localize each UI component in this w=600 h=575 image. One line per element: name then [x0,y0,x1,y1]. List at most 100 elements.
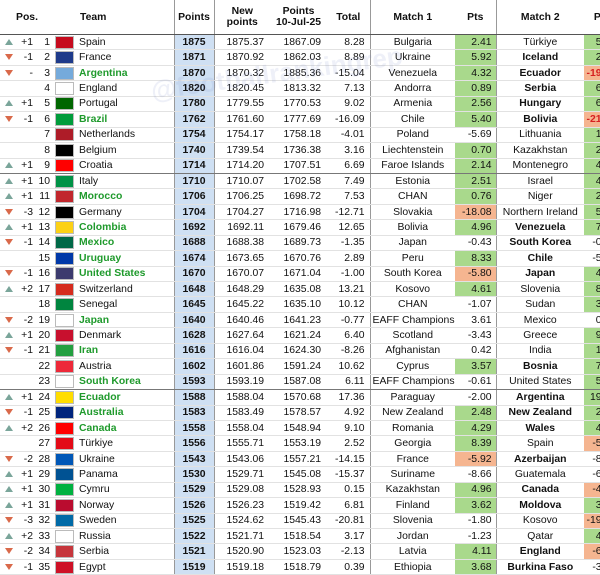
arrow-up-icon [5,332,13,339]
points: 1522 [173,528,215,545]
arrow-down-icon [5,563,13,570]
total-change: 8.89 [327,49,371,66]
team-name: Senegal [76,296,175,313]
match1-opponent: Suriname [370,466,456,483]
match2-points: 1.68 [584,127,600,144]
position: 3 [36,65,55,82]
new-points: 1616.04 [214,343,271,360]
arrow-down-icon [5,239,13,246]
match1-opponent: CHAN [370,188,456,205]
old-points: 1670.76 [270,250,328,267]
position: 30 [36,482,55,499]
match2-points: 6.24 [584,80,600,97]
new-points: 1673.65 [214,250,271,267]
rank-change-arrow-icon [0,466,18,483]
new-points: 1521.71 [214,528,271,545]
new-points: 1526.23 [214,497,271,514]
position: 9 [36,158,55,174]
match2-points: 5.87 [584,34,600,51]
flag-icon [55,251,75,265]
flag-cell [54,466,77,483]
match1-points: 4.96 [455,219,497,236]
match2-opponent: Slovenia [496,281,585,298]
total-change: 12.65 [327,219,371,236]
arrow-up-icon [5,162,13,169]
old-points: 1621.24 [270,327,328,344]
match1-points: -3.43 [455,327,497,344]
position: 25 [36,405,55,421]
team-name: Egypt [76,559,175,575]
match2-points: 4.40 [584,528,600,545]
match2-points: -19.00 [584,513,600,530]
team-name: Australia [76,405,175,421]
flag-cell [54,34,77,51]
team-name: Colombia [76,219,175,236]
rank-change: -2 [18,451,36,468]
match1-points: 4.32 [455,65,497,82]
table-row: +1 11 Morocco 1706 1706.25 1698.72 7.53 CHAN 0.7… [0,188,600,205]
position: 29 [36,466,55,483]
position: 6 [36,111,55,128]
points: 1688 [173,235,215,252]
flag-cell [54,435,77,452]
match1-opponent: Liechtenstein [370,142,456,159]
rank-change-arrow-icon [0,49,18,66]
team-name: Ukraine [76,451,175,468]
points: 1556 [173,435,215,452]
match2-opponent: Kosovo [496,513,585,530]
old-points: 1578.57 [270,405,328,421]
new-points: 1555.71 [214,435,271,452]
team-name: Sweden [76,513,175,530]
match2-points: -6.24 [584,543,600,560]
table-row: -1 2 France 1871 1870.92 1862.03 8.89 Ukraine 5.… [0,49,600,66]
flag-cell [54,235,77,252]
match2-opponent: Niger [496,188,585,205]
rank-change: +1 [18,219,36,236]
flag-cell [54,111,77,128]
match2-opponent: South Korea [496,235,585,252]
arrow-down-icon [5,548,13,555]
table-row: +1 24 Ecuador 1588 1588.04 1570.68 17.36 Paragu… [0,389,600,406]
flag-icon [55,483,75,497]
match1-opponent: Kosovo [370,281,456,298]
points: 1754 [173,127,215,144]
match2-points: 7.05 [584,358,600,375]
old-points: 1698.72 [270,188,328,205]
position: 26 [36,420,55,437]
total-change: 0.39 [327,559,371,575]
position: 35 [36,559,55,575]
table-header: Pos. Team Points New points Points 10-Jul-… [0,0,600,35]
match2-opponent: India [496,343,585,360]
match2-points: -6.71 [584,466,600,483]
total-change: -16.09 [327,111,371,128]
total-change: 8.28 [327,34,371,51]
total-change: 7.13 [327,80,371,97]
arrow-up-icon [5,424,13,431]
points: 1692 [173,219,215,236]
match1-opponent: Chile [370,111,456,128]
match1-points: 4.29 [455,420,497,437]
flag-cell [54,127,77,144]
header-old-points: Points 10-Jul-25 [270,0,328,35]
position: 27 [36,435,55,452]
match2-opponent: Japan [496,266,585,283]
match1-opponent: Poland [370,127,456,144]
new-points: 1648.29 [214,281,271,298]
table-row: -1 35 Egypt 1519 1519.18 1518.79 0.39 Ethiopia 3… [0,559,600,575]
rank-change-arrow-icon [0,312,18,329]
old-points: 1641.23 [270,312,328,329]
total-change: -0.77 [327,312,371,329]
rank-change-arrow-icon [0,173,18,190]
match1-points: -1.80 [455,513,497,530]
flag-cell [54,296,77,313]
table-body: +1 1 Spain 1875 1875.37 1867.09 8.28 Bulgaria 2.… [0,34,600,575]
header-pts1: Pts [455,0,497,35]
old-points: 1528.93 [270,482,328,499]
match1-opponent: Afghanistan [370,343,456,360]
flag-icon [55,545,75,559]
flag-icon [55,313,75,327]
rank-change-arrow-icon [0,497,18,514]
flag-cell [54,528,77,545]
match1-points: 8.33 [455,250,497,267]
